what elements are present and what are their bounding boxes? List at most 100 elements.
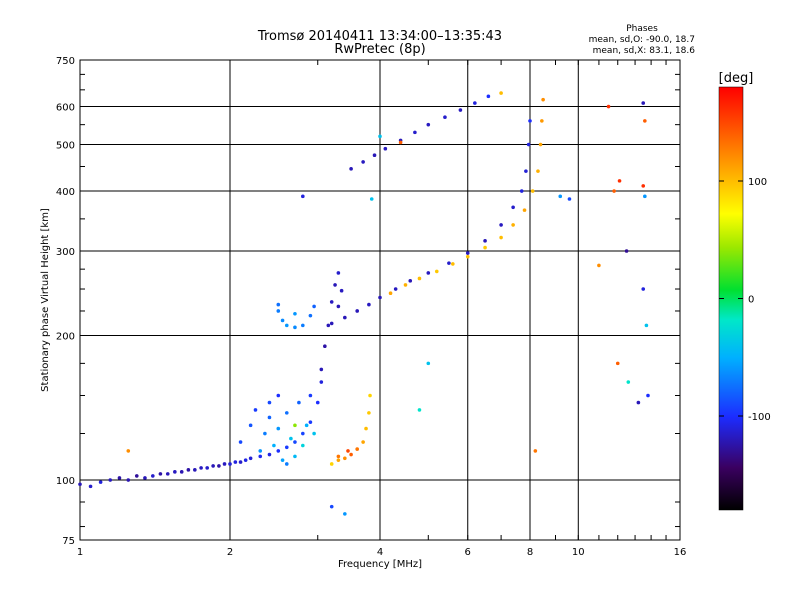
x-tick-label: 10 [572,547,585,558]
data-point [151,474,155,478]
data-point [173,470,177,474]
data-point [297,400,301,405]
x-axis-label: Frequency [MHz] [338,559,422,570]
data-point [293,454,297,459]
data-point [343,456,347,461]
data-point [336,458,341,462]
data-point [329,504,334,509]
data-point [388,291,393,296]
data-point [615,361,620,366]
data-point [126,478,131,482]
data-point [165,472,170,476]
data-point [644,323,649,328]
data-point [222,462,227,466]
data-point [211,464,215,468]
data-point [276,393,281,398]
data-point [193,468,197,472]
colorbar: [deg] 100 0 -100 [719,71,771,511]
data-point [293,440,297,444]
data-point [417,408,422,412]
data-point [343,315,347,320]
y-tick-label: 750 [56,56,75,67]
data-point [372,153,377,158]
chart-subtitle: RwPretec (8p) [334,42,425,57]
data-point [339,288,344,293]
data-point [617,179,622,183]
x-tick-label: 4 [377,547,383,558]
colorbar-label: [deg] [719,71,754,86]
data-point [465,254,470,259]
data-point [643,119,647,123]
y-tick-label: 300 [56,247,75,258]
data-point [361,160,365,164]
data-point [597,263,601,268]
x-tick-label: 6 [465,547,471,558]
data-point [533,449,538,453]
plot-area: 1 2 4 6 8 10 16 75 100 200 300 400 500 600 750 [56,56,686,558]
data-point [383,146,388,151]
data-point [284,323,289,328]
data-point [522,208,527,212]
data-point [511,223,515,227]
data-point [343,512,347,516]
data-point [369,197,374,201]
data-point [267,415,272,420]
data-point [499,235,503,240]
data-points [78,91,650,516]
data-point [319,367,324,372]
data-point [451,262,455,266]
data-point [217,464,221,468]
data-point [443,115,447,120]
data-point [248,423,253,428]
data-point [253,408,258,412]
data-point [368,393,372,398]
data-point [312,304,316,309]
data-point [301,323,305,328]
data-point [355,447,359,451]
data-point [612,189,616,193]
data-point [336,271,341,275]
data-point [238,440,243,444]
x-tick-label: 8 [527,547,533,558]
data-point [458,108,463,112]
data-point [528,119,532,123]
data-point [108,478,113,482]
y-tick-label: 400 [56,187,75,198]
data-point [276,309,281,313]
data-point [233,460,238,464]
data-point [524,169,528,173]
data-point [378,295,382,300]
data-point [378,134,382,139]
data-point [329,300,334,304]
data-point [293,325,297,330]
data-point [315,400,320,405]
data-point [158,472,163,476]
data-point [624,249,629,253]
data-point [364,426,368,431]
colorbar-tick-label: 100 [748,177,767,188]
data-point [308,393,313,398]
data-point [276,449,281,453]
y-tick-label: 75 [62,536,75,547]
grid-lines [80,60,680,540]
chart-title: Tromsø 20140411 13:34:00–13:35:43 [257,29,502,44]
x-tick-label: 1 [77,547,83,558]
data-point [126,449,131,453]
data-point [367,411,371,415]
data-point [636,400,641,405]
y-tick-label: 500 [56,141,75,152]
data-point [538,142,543,147]
data-point [326,323,331,328]
data-point [641,184,646,188]
data-point [293,423,297,428]
data-point [248,456,253,461]
data-point [258,454,263,459]
data-point [558,194,563,199]
data-point [483,239,487,243]
data-point [540,119,544,123]
data-point [272,443,276,448]
data-point [511,205,515,210]
data-point [408,279,413,283]
data-point [308,420,313,424]
data-point [641,287,646,291]
